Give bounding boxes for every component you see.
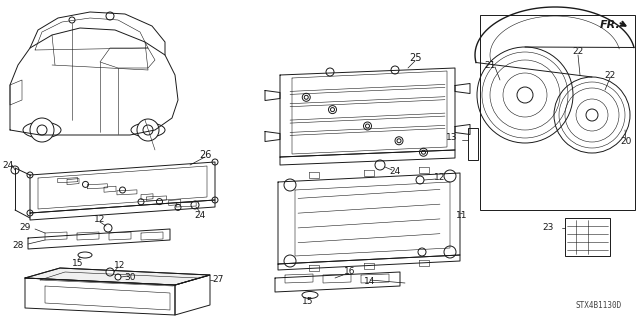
Circle shape <box>138 199 144 205</box>
Text: 28: 28 <box>12 241 24 249</box>
Text: 13: 13 <box>446 133 458 143</box>
Text: 22: 22 <box>604 70 616 79</box>
Circle shape <box>212 197 218 203</box>
Text: 27: 27 <box>212 276 224 285</box>
Circle shape <box>418 248 426 256</box>
Text: 21: 21 <box>484 61 496 70</box>
Circle shape <box>157 199 163 204</box>
Circle shape <box>284 255 296 267</box>
Circle shape <box>106 268 114 276</box>
Text: 23: 23 <box>542 224 554 233</box>
Text: 24: 24 <box>195 211 205 219</box>
Text: 14: 14 <box>364 278 376 286</box>
Circle shape <box>83 182 88 187</box>
Polygon shape <box>25 268 210 285</box>
Circle shape <box>115 274 121 280</box>
Circle shape <box>328 106 337 114</box>
Circle shape <box>364 122 371 130</box>
Text: 24: 24 <box>3 160 13 169</box>
Circle shape <box>212 159 218 165</box>
Circle shape <box>30 118 54 142</box>
Text: STX4B1130D: STX4B1130D <box>575 301 621 310</box>
Circle shape <box>191 201 199 209</box>
Circle shape <box>11 166 19 174</box>
Circle shape <box>391 66 399 74</box>
Text: 11: 11 <box>456 211 468 219</box>
Text: 15: 15 <box>72 258 84 268</box>
Circle shape <box>419 148 428 156</box>
Text: FR.: FR. <box>600 20 621 30</box>
Circle shape <box>302 93 310 101</box>
Bar <box>480 15 635 210</box>
Text: 26: 26 <box>199 150 211 160</box>
Circle shape <box>106 12 114 20</box>
Circle shape <box>375 160 385 170</box>
Circle shape <box>104 224 112 232</box>
Circle shape <box>444 170 456 182</box>
Circle shape <box>444 246 456 258</box>
Text: 20: 20 <box>620 137 632 146</box>
Circle shape <box>120 187 125 193</box>
Circle shape <box>27 172 33 178</box>
Text: 30: 30 <box>124 272 136 281</box>
Circle shape <box>284 179 296 191</box>
Text: 12: 12 <box>94 216 106 225</box>
Text: 22: 22 <box>572 48 584 56</box>
Circle shape <box>137 119 159 141</box>
Text: 12: 12 <box>115 261 125 270</box>
Bar <box>468 128 478 160</box>
Circle shape <box>27 210 33 216</box>
Circle shape <box>326 68 334 76</box>
Text: 29: 29 <box>19 224 31 233</box>
Circle shape <box>175 204 181 211</box>
Circle shape <box>416 176 424 184</box>
Circle shape <box>395 137 403 145</box>
Text: 16: 16 <box>344 268 356 277</box>
Text: 24: 24 <box>389 167 401 176</box>
Text: 12: 12 <box>435 174 445 182</box>
Bar <box>565 218 610 256</box>
Text: 25: 25 <box>409 53 421 63</box>
Text: 15: 15 <box>302 298 314 307</box>
